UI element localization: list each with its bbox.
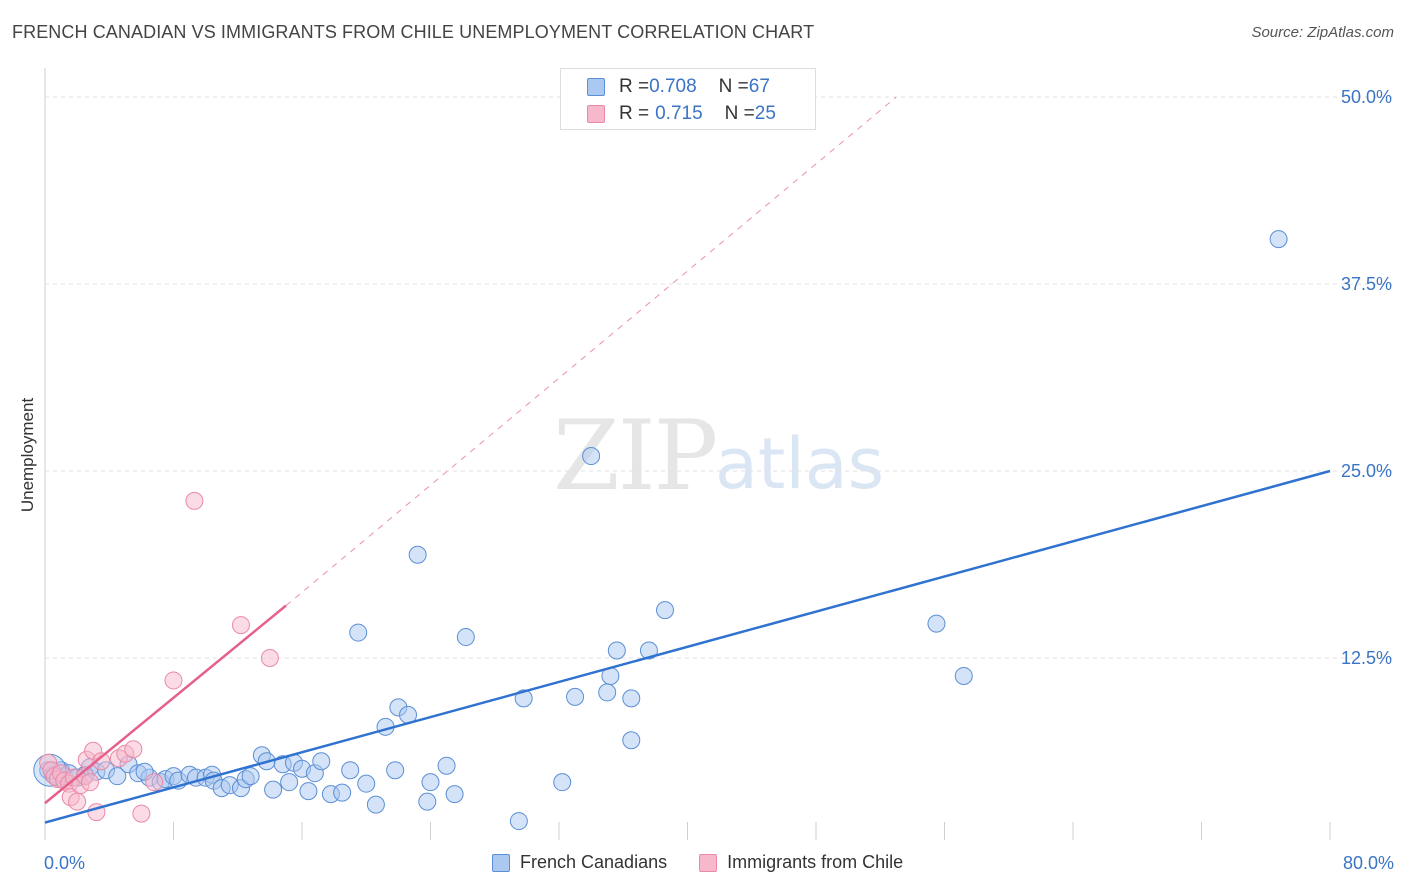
- french-canadian-point: [386, 761, 405, 780]
- french-canadian-point: [598, 683, 617, 702]
- french-canadian-point: [312, 752, 331, 771]
- legend-row-immigrants-chile: R = 0.715 N = 25: [587, 102, 776, 126]
- legend-n-label: N =: [718, 76, 749, 97]
- french-canadian-point: [341, 761, 360, 780]
- legend-n-label: N =: [724, 103, 755, 124]
- y-tick-label: 37.5%: [1341, 274, 1392, 294]
- y-axis-title: Unemployment: [18, 397, 37, 513]
- french-canadian-point: [509, 812, 528, 831]
- legend-n-value: 67: [748, 76, 770, 97]
- french-canadian-point: [264, 780, 283, 799]
- french-canadian-point: [280, 773, 299, 792]
- chile-point: [164, 671, 183, 690]
- french-canadian-trendline: [44, 469, 1331, 824]
- chile-point: [92, 752, 111, 771]
- watermark-zip: ZIP: [553, 400, 718, 512]
- correlation-legend: R = 0.708 N = 67 R = 0.715 N = 25: [560, 68, 816, 130]
- chile-point: [80, 773, 99, 792]
- chile-point: [185, 491, 204, 510]
- french-canadian-point: [1269, 230, 1288, 249]
- french-canadian-point: [954, 666, 973, 685]
- legend-row-french-canadians: R = 0.708 N = 67: [587, 75, 770, 99]
- x-axis-min-label: 0.0%: [44, 853, 86, 873]
- french-canadian-point: [357, 774, 376, 793]
- french-canadian-point: [514, 689, 533, 708]
- legend-swatch-blue: [587, 78, 605, 96]
- french-canadian-point: [108, 767, 127, 786]
- french-canadian-point: [622, 731, 641, 750]
- chile-point: [145, 773, 164, 792]
- french-canadian-point: [437, 756, 456, 775]
- chile-trend-extension: [285, 96, 897, 607]
- french-canadian-point: [333, 783, 352, 802]
- french-canadian-point: [656, 601, 675, 620]
- chile-trendline: [44, 604, 287, 805]
- french-canadian-point: [582, 447, 601, 466]
- series-swatch-pink: [699, 853, 718, 872]
- french-canadian-point: [456, 628, 475, 647]
- series-legend-item-french-canadians: French Canadians: [492, 852, 667, 873]
- legend-n-value: 25: [754, 103, 776, 124]
- french-canadian-point: [566, 687, 585, 706]
- french-canadian-point: [607, 641, 626, 660]
- x-axis-max-label: 80.0%: [1342, 853, 1394, 873]
- french-canadian-point: [445, 785, 464, 804]
- french-canadian-point: [241, 767, 260, 786]
- french-canadian-point: [622, 689, 641, 708]
- series-legend-label: Immigrants from Chile: [727, 852, 904, 872]
- french-canadian-point: [553, 773, 572, 792]
- french-canadian-point: [349, 623, 368, 642]
- series-legend-label: French Canadians: [520, 852, 668, 872]
- french-canadian-point: [418, 792, 437, 811]
- legend-swatch-pink: [587, 105, 605, 123]
- legend-r-label: R =: [619, 76, 650, 97]
- legend-r-value: 0.708: [649, 76, 697, 97]
- chile-point: [260, 649, 279, 667]
- french-canadian-point: [927, 614, 946, 633]
- series-swatch-blue: [492, 853, 510, 872]
- chile-point: [68, 792, 87, 811]
- french-canadian-point: [421, 773, 440, 792]
- chart-source: Source: ZipAtlas.com: [1251, 24, 1394, 41]
- y-tick-label: 50.0%: [1341, 87, 1392, 107]
- french-canadian-point: [408, 545, 427, 564]
- chart-title: FRENCH CANADIAN VS IMMIGRANTS FROM CHILE…: [12, 22, 815, 42]
- french-canadian-point: [299, 782, 318, 801]
- chile-point: [231, 616, 250, 635]
- chile-point: [132, 804, 151, 823]
- series-legend: French Canadians Immigrants from Chile: [492, 852, 935, 873]
- series-legend-item-immigrants-chile: Immigrants from Chile: [699, 852, 903, 873]
- y-tick-label: 12.5%: [1341, 648, 1392, 668]
- french-canadian-point: [639, 641, 658, 660]
- legend-r-value: 0.715: [655, 103, 703, 124]
- legend-r-label: R =: [619, 103, 650, 124]
- y-tick-label: 25.0%: [1341, 461, 1392, 481]
- french-canadian-point: [366, 795, 385, 814]
- watermark-atlas: atlas: [715, 423, 885, 505]
- chile-point: [124, 740, 143, 759]
